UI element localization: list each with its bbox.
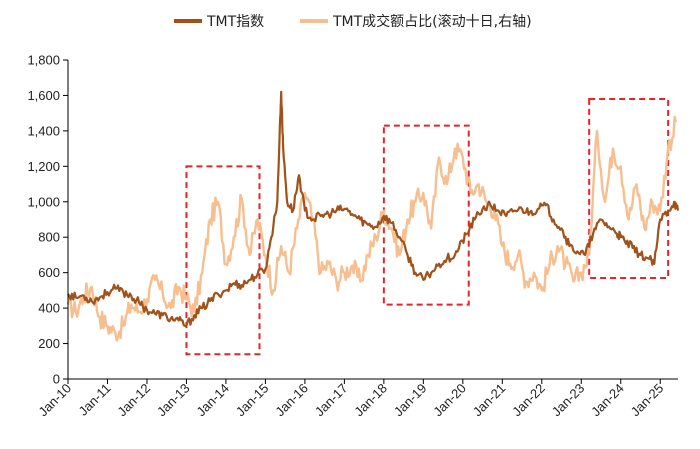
x-tick-label: Jan-14: [193, 381, 232, 420]
highlight-box-1: [185, 165, 261, 356]
y-tick-label: 1,000: [27, 194, 60, 209]
y-tick-label: 400: [38, 301, 60, 316]
x-tick-label: Jan-20: [430, 381, 469, 420]
series-layer: [66, 90, 680, 342]
x-tick-label: Jan-19: [391, 381, 430, 420]
y-tick-label: 600: [38, 265, 60, 280]
legend-label-2: TMT成交额占比(滚动十日,右轴): [332, 13, 532, 30]
y-tick-label: 1,200: [27, 159, 60, 174]
x-tick-label: Jan-13: [154, 381, 193, 420]
x-tick-label: Jan-16: [272, 381, 311, 420]
x-tick-label: Jan-18: [351, 381, 390, 420]
x-tick-label: Jan-12: [114, 381, 153, 420]
x-tick-label: Jan-21: [470, 381, 509, 420]
x-tick-label: Jan-15: [233, 381, 272, 420]
annotation-layer: [185, 97, 670, 356]
legend-label-1: TMT指数: [206, 14, 264, 30]
y-tick-label: 200: [38, 336, 60, 351]
x-tick-label: Jan-23: [549, 381, 588, 420]
y-tick-label: 800: [38, 230, 60, 245]
legend: TMT指数 TMT成交额占比(滚动十日,右轴): [174, 13, 532, 30]
series-line-tmt-turnover-share: [66, 115, 678, 342]
highlight-box-2: [382, 124, 470, 306]
y-tick-label: 1,800: [27, 53, 60, 68]
y-tick-label: 1,600: [27, 88, 60, 103]
x-tick-label: Jan-11: [76, 381, 114, 419]
x-tick-label: Jan-25: [628, 381, 667, 420]
x-tick-label: Jan-24: [588, 381, 627, 420]
x-tick-label: Jan-22: [509, 381, 548, 420]
y-tick-label: 1,400: [27, 123, 60, 138]
axes: 0 200 400 600 800 1,000 1,200 1,400 1,600 1,800 Ja…: [27, 53, 678, 420]
series-line-tmt-index: [67, 90, 680, 328]
y-tick-label: 0: [53, 372, 60, 387]
x-tick-label: Jan-17: [312, 381, 351, 420]
